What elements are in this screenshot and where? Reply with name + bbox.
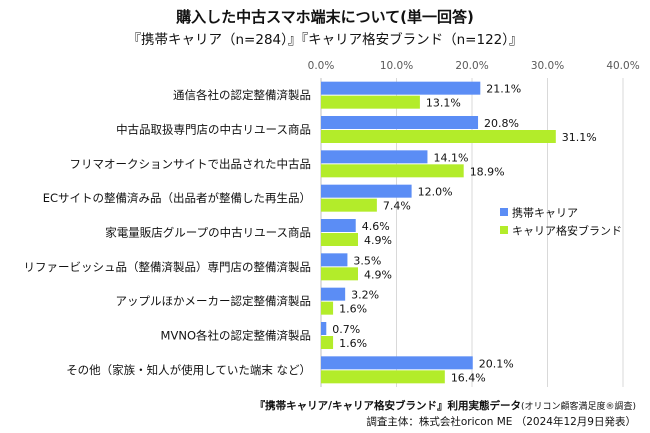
data-label: 4.6%: [362, 220, 390, 233]
data-label: 14.1%: [433, 151, 468, 164]
data-label: 1.6%: [339, 303, 367, 316]
category-label: 家電量販店グループの中古リユース商品: [105, 226, 311, 240]
bar: [321, 184, 412, 198]
category-label: その他（家族・知人が使用していた端末 など）: [66, 363, 311, 377]
legend-swatch: [500, 226, 508, 234]
data-label: 7.4%: [383, 200, 411, 213]
bar: [321, 130, 556, 143]
category-label: フリマオークションサイトで出品された中古品: [70, 157, 312, 171]
bar: [321, 150, 428, 164]
data-label: 3.5%: [353, 254, 381, 267]
bar: [321, 164, 464, 178]
legend-label: 携帯キャリア: [512, 206, 578, 220]
bar: [321, 116, 479, 129]
bar: [321, 267, 358, 281]
category-label: アップルほかメーカー認定整備済製品: [116, 294, 312, 308]
data-label: 12.0%: [418, 186, 453, 199]
legend-label: キャリア格安ブランド: [512, 224, 622, 238]
bar: [321, 198, 377, 212]
x-tick-label: 20.0%: [455, 60, 488, 72]
footer-source: 『携帯キャリア/キャリア格安ブランド』利用実態データ(オリコン顧客満足度®調査): [255, 398, 636, 413]
data-label: 16.4%: [451, 371, 486, 384]
data-label: 31.1%: [562, 131, 597, 144]
data-label: 13.1%: [426, 97, 461, 110]
category-label: 中古品取扱専門店の中古リユース商品: [116, 123, 311, 137]
chart-title: 購入した中古スマホ端末について(単一回答): [176, 8, 474, 26]
bar: [321, 253, 348, 267]
bar: [321, 336, 334, 349]
data-label: 4.9%: [364, 234, 392, 247]
data-label: 3.2%: [351, 289, 379, 302]
x-tick-label: 0.0%: [308, 60, 335, 72]
data-label: 1.6%: [339, 337, 367, 350]
category-label: ECサイトの整備済み品（出品者が整備した再生品）: [43, 191, 311, 205]
bar: [321, 356, 473, 370]
category-label: リファービッシュ品（整備済製品）専門店の整備済製品: [24, 260, 312, 274]
bar: [321, 322, 327, 335]
data-label: 0.7%: [332, 323, 360, 336]
data-label: 21.1%: [486, 83, 521, 96]
bar: [321, 287, 346, 301]
x-tick-label: 30.0%: [531, 60, 564, 72]
footer-source-note: (オリコン顧客満足度®調査): [520, 402, 636, 412]
bar: [321, 219, 356, 232]
bar: [321, 233, 358, 246]
data-label: 20.8%: [484, 117, 519, 130]
bar: [321, 81, 481, 95]
legend-swatch: [500, 208, 508, 216]
x-tick-label: 10.0%: [380, 60, 413, 72]
x-tick-label: 40.0%: [606, 60, 639, 72]
category-label: MVNO各社の認定整備済製品: [161, 329, 311, 343]
data-label: 20.1%: [479, 357, 514, 370]
bar: [321, 370, 445, 384]
data-label: 18.9%: [470, 165, 505, 178]
footer-publisher: 調査主体：株式会社oricon ME （2024年12月9日発表）: [366, 416, 636, 428]
category-label: 通信各社の認定整備済製品: [173, 88, 311, 102]
bar: [321, 95, 420, 109]
footer-source-main: 『携帯キャリア/キャリア格安ブランド』利用実態データ: [254, 400, 521, 412]
chart-subtitle: 『携帯キャリア（n=284）』『キャリア格安ブランド（n=122）』: [127, 32, 523, 48]
bar: [321, 301, 334, 315]
data-label: 4.9%: [364, 268, 392, 281]
